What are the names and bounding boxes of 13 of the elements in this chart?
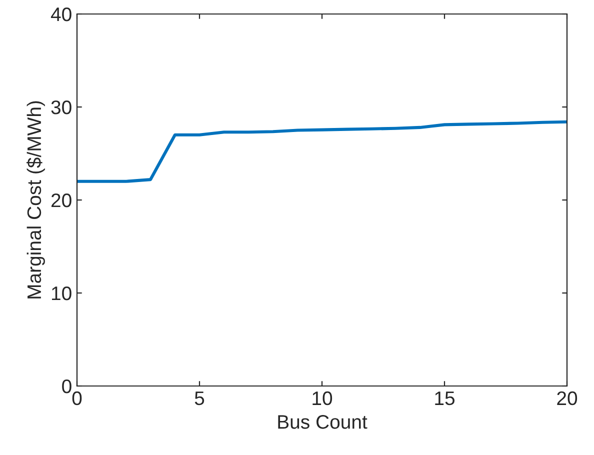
x-tick-label: 15 <box>435 392 454 406</box>
x-tick-label: 20 <box>557 391 578 406</box>
y-tick-label: 40 <box>50 7 72 22</box>
y-tick-label: 0 <box>62 379 72 394</box>
y-tick-label: 30 <box>51 100 72 114</box>
x-tick-label: 5 <box>194 392 204 406</box>
x-tick-label: 0 <box>72 391 82 406</box>
y-axis-title: Marginal Cost ($/MWh) <box>26 101 45 298</box>
x-tick-label: 10 <box>312 391 332 406</box>
x-axis-title: Bus Count <box>278 415 368 429</box>
line-series <box>77 120 567 183</box>
y-tick-label: 20 <box>51 193 72 208</box>
y-tick-label: 10 <box>52 286 72 300</box>
